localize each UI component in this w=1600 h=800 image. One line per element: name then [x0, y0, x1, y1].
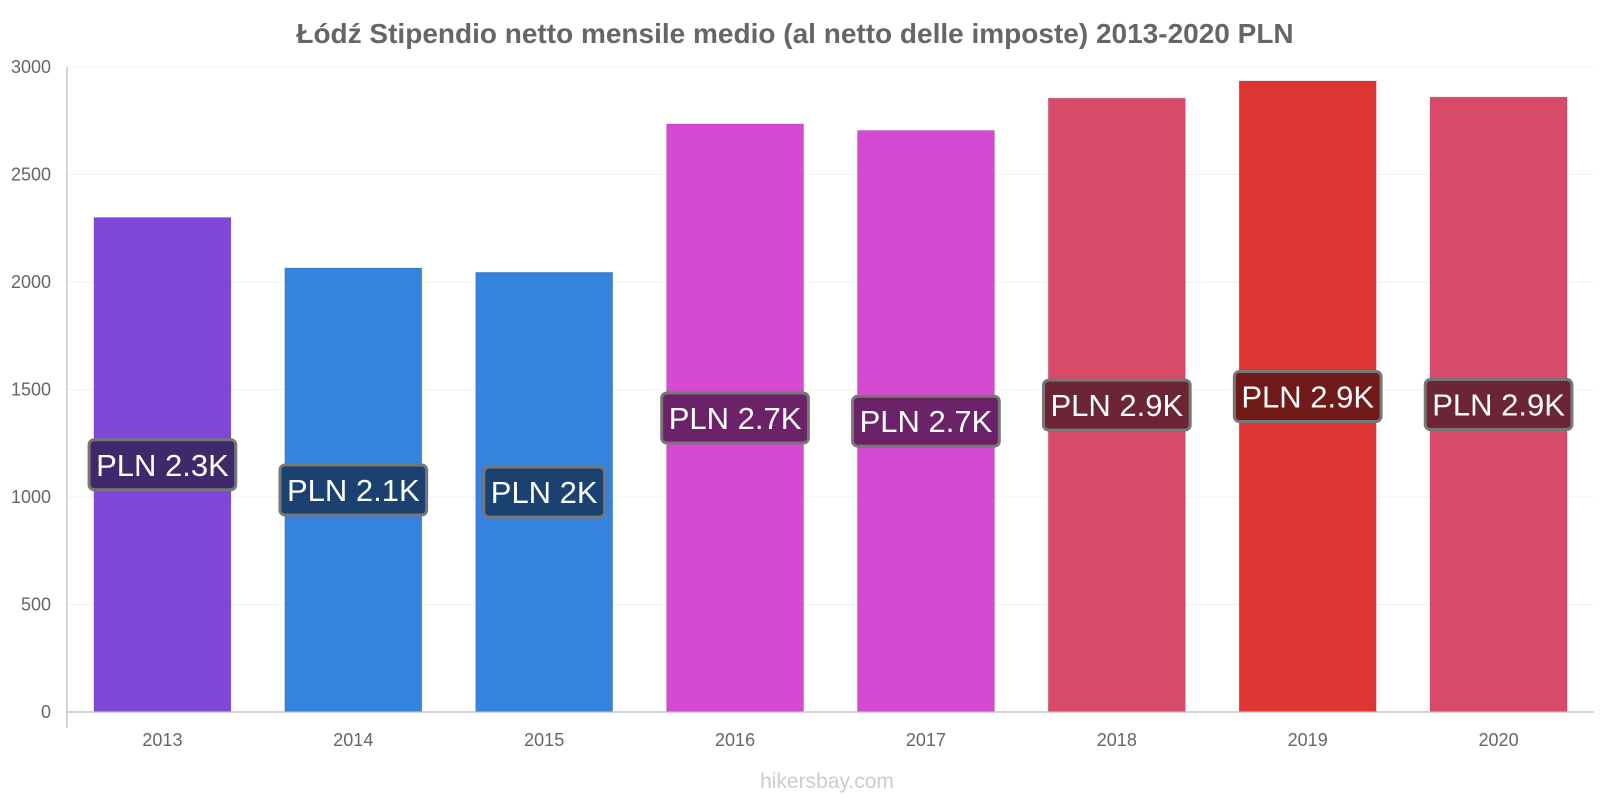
data-label-text: PLN 2.9K — [1241, 379, 1374, 414]
x-tick-label: 2020 — [1479, 730, 1519, 750]
data-label-box — [851, 394, 1001, 448]
chart-title: Łódź Stipendio netto mensile medio (al n… — [296, 18, 1293, 49]
data-label: PLN 2.9K — [1423, 378, 1574, 432]
data-label-box — [87, 438, 238, 492]
x-tick-label: 2014 — [333, 730, 373, 750]
data-label: PLN 2.3K — [87, 438, 238, 492]
x-tick-label: 2016 — [715, 730, 755, 750]
data-label-text: PLN 2.9K — [1050, 388, 1183, 423]
data-labels: PLN 2.3K PLN 2.1K PLN 2K PLN 2.7K PLN 2.7K PL… — [87, 369, 1574, 519]
x-tick-label: 2017 — [906, 730, 946, 750]
y-tick-label: 3000 — [11, 57, 51, 77]
data-label-text: PLN 2.3K — [96, 448, 229, 483]
x-tick-label: 2013 — [142, 730, 182, 750]
y-tick-label: 0 — [41, 702, 51, 722]
y-tick-label: 2000 — [11, 272, 51, 292]
axes: 0 500 1000 1500 2000 2500 3000 2013 2014 2015 2016… — [11, 57, 1594, 750]
data-label: PLN 2.7K — [660, 391, 810, 445]
data-label: PLN 2.9K — [1232, 369, 1383, 423]
data-label: PLN 2.9K — [1041, 378, 1192, 432]
data-label: PLN 2.1K — [278, 463, 429, 517]
data-label-box — [1041, 378, 1192, 432]
y-tick-label: 2500 — [11, 165, 51, 185]
data-label-text: PLN 2.7K — [860, 404, 993, 439]
x-tick-label: 2018 — [1097, 730, 1137, 750]
data-label-text: PLN 2.1K — [287, 473, 420, 508]
watermark: hikersbay.com — [760, 770, 894, 793]
y-tick-label: 1500 — [11, 380, 51, 400]
data-label-text: PLN 2K — [491, 475, 598, 510]
data-label-box — [482, 465, 607, 519]
data-label-box — [1232, 369, 1383, 423]
x-tick-label: 2015 — [524, 730, 564, 750]
data-label-text: PLN 2.7K — [669, 401, 802, 436]
y-tick-label: 1000 — [11, 487, 51, 507]
data-label: PLN 2K — [482, 465, 607, 519]
y-tick-label: 500 — [21, 595, 51, 615]
data-label: PLN 2.7K — [851, 394, 1001, 448]
data-label-box — [1423, 378, 1574, 432]
data-label-box — [278, 463, 429, 517]
data-label-text: PLN 2.9K — [1432, 388, 1565, 423]
data-label-box — [660, 391, 810, 445]
x-tick-label: 2019 — [1288, 730, 1328, 750]
